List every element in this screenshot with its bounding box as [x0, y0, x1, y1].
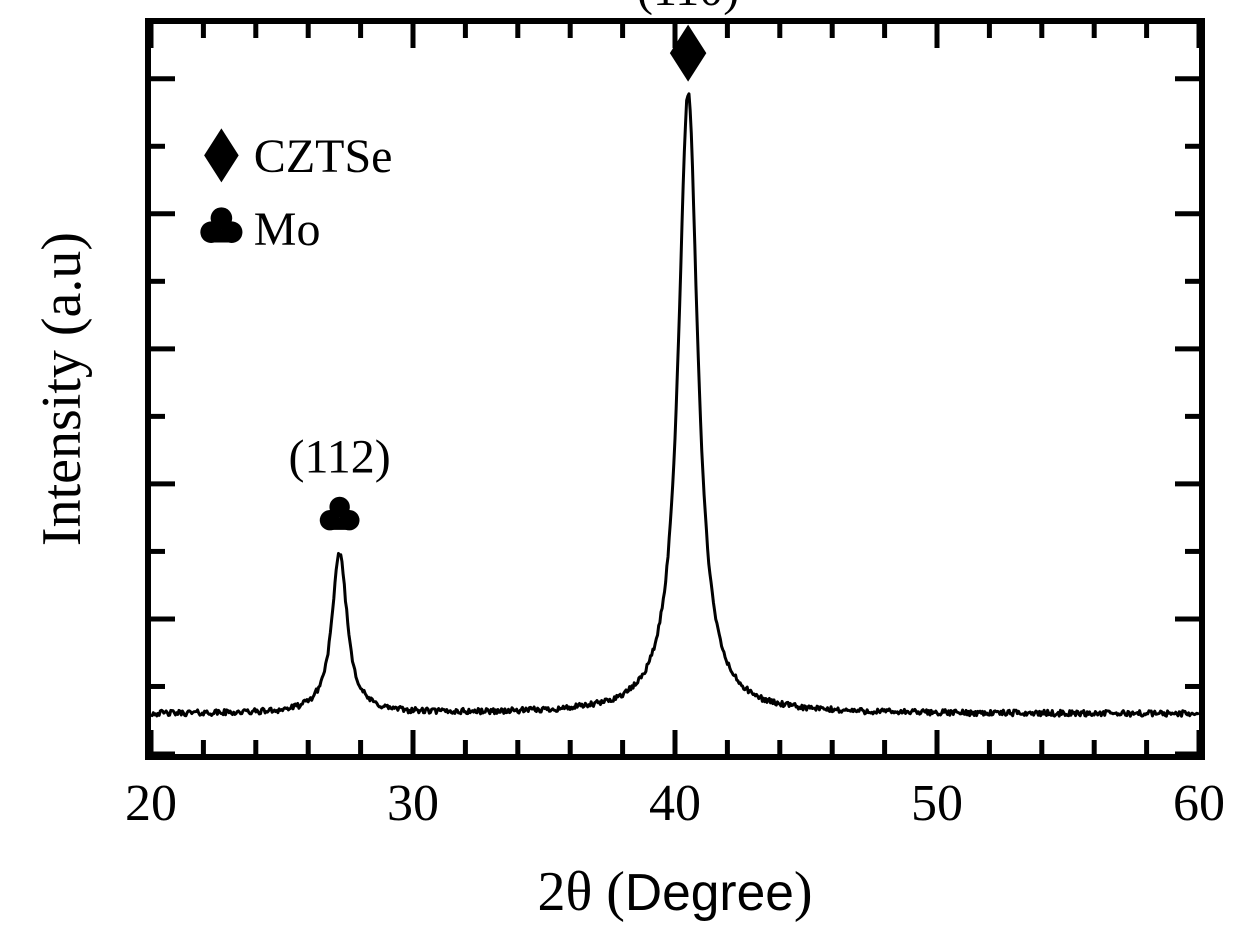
x-axis-label-mid: Degree [625, 863, 794, 921]
y-axis-label: Intensity (a.u) [30, 129, 100, 649]
peak-label: (110) [637, 0, 739, 16]
y-axis-label-text: Intensity (a.u) [31, 232, 93, 546]
x-tick-label: 40 [649, 775, 701, 832]
x-axis-label: 2θ (Degree) [145, 860, 1205, 924]
legend-label: CZTSe [254, 130, 393, 183]
plot-svg: 20 30 40 50 60 (112) (110) CZTSe Mo [0, 0, 1240, 936]
x-tick-label: 60 [1173, 775, 1225, 832]
xrd-figure: 20 30 40 50 60 (112) (110) CZTSe Mo Intensity (a… [0, 0, 1240, 936]
x-axis-label-prefix: 2θ ( [537, 861, 624, 923]
x-tick-label: 20 [125, 775, 177, 832]
legend-label: Mo [254, 203, 321, 256]
x-tick-label: 30 [387, 775, 439, 832]
peak-label: (112) [289, 431, 391, 484]
x-tick-label: 50 [911, 775, 963, 832]
x-axis-label-suffix: ) [794, 861, 813, 923]
